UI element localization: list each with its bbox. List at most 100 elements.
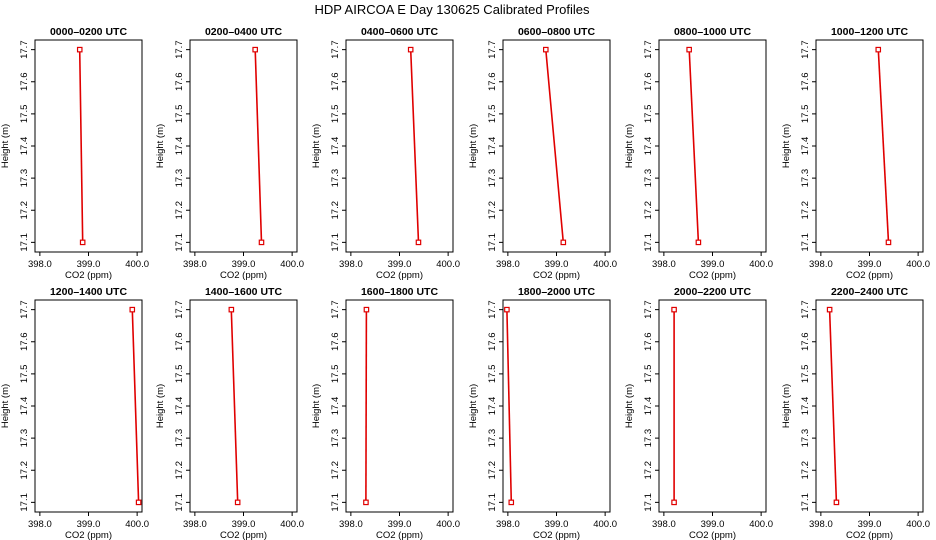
profile-line xyxy=(78,49,84,243)
y-tick-label: 17.3 xyxy=(800,169,811,188)
y-tick-label: 17.4 xyxy=(330,137,341,156)
x-axis-label: CO2 (ppm) xyxy=(376,270,423,281)
x-tick-label: 400.0 xyxy=(906,259,930,270)
y-axis-label: Height (m) xyxy=(0,124,11,168)
panel-title: 1200–1400 UTC xyxy=(50,286,127,298)
y-tick-label: 17.2 xyxy=(487,201,498,220)
y-tick-label: 17.4 xyxy=(330,397,341,416)
y-axis-label: Height (m) xyxy=(468,124,479,168)
y-tick-label: 17.6 xyxy=(800,333,811,352)
y-tick-label: 17.6 xyxy=(487,73,498,92)
y-tick-label: 17.6 xyxy=(800,73,811,92)
y-tick-label: 17.1 xyxy=(19,493,30,512)
y-tick-label: 17.5 xyxy=(174,365,185,384)
plot-frame xyxy=(502,39,611,253)
y-tick-label: 17.3 xyxy=(487,169,498,188)
plot-frame xyxy=(34,299,143,513)
y-tick-label: 17.2 xyxy=(19,201,30,220)
x-axis-label: CO2 (ppm) xyxy=(220,530,267,540)
y-tick-label: 17.4 xyxy=(19,137,30,156)
y-tick-label: 17.2 xyxy=(800,461,811,480)
x-tick-label: 400.0 xyxy=(125,519,149,530)
x-axis-label: CO2 (ppm) xyxy=(533,270,580,281)
profile-point xyxy=(129,306,136,313)
y-tick-label: 17.3 xyxy=(174,169,185,188)
x-axis-label: CO2 (ppm) xyxy=(846,530,893,540)
plot-frame xyxy=(345,39,454,253)
y-axis-label: Height (m) xyxy=(468,384,479,428)
y-tick-label: 17.6 xyxy=(643,333,654,352)
plot-frame xyxy=(189,39,298,253)
profile-point xyxy=(76,46,83,53)
profile-point xyxy=(363,499,369,506)
panel-title: 2200–2400 UTC xyxy=(831,286,908,298)
y-tick-label: 17.1 xyxy=(330,493,341,512)
x-tick-label: 399.0 xyxy=(545,259,569,270)
profile-panel: 1200–1400 UTC 17.1 17.2 17.3 17.4 17.5 17.6 17.… xyxy=(0,286,149,540)
plot-frame xyxy=(34,39,143,253)
y-tick-label: 17.7 xyxy=(487,40,498,59)
y-tick-label: 17.3 xyxy=(643,429,654,448)
y-axis-label: Height (m) xyxy=(155,384,166,428)
x-tick-label: 400.0 xyxy=(436,259,460,270)
y-tick-label: 17.4 xyxy=(643,137,654,156)
profile-panel: 0800–1000 UTC 17.1 17.2 17.3 17.4 17.5 17.6 17.… xyxy=(624,26,773,281)
panel-title: 0000–0200 UTC xyxy=(50,26,127,38)
y-tick-label: 17.4 xyxy=(174,397,185,416)
x-tick-label: 399.0 xyxy=(232,519,256,530)
x-tick-label: 399.0 xyxy=(858,259,882,270)
panel-title: 1400–1600 UTC xyxy=(205,286,282,298)
x-tick-label: 400.0 xyxy=(593,259,617,270)
profile-point xyxy=(252,46,258,53)
x-tick-label: 399.0 xyxy=(77,259,101,270)
profile-panel: 1800–2000 UTC 17.1 17.2 17.3 17.4 17.5 17.6 17.… xyxy=(468,286,617,540)
y-tick-label: 17.5 xyxy=(19,105,30,124)
y-tick-label: 17.6 xyxy=(330,333,341,352)
y-tick-label: 17.3 xyxy=(800,429,811,448)
y-tick-label: 17.3 xyxy=(330,169,341,188)
profile-point xyxy=(258,239,265,246)
y-tick-label: 17.2 xyxy=(330,201,341,220)
profile-point xyxy=(695,239,702,246)
x-axis-label: CO2 (ppm) xyxy=(533,530,580,540)
y-axis-label: Height (m) xyxy=(781,384,792,428)
x-axis-label: CO2 (ppm) xyxy=(65,530,112,540)
panel-title: 1000–1200 UTC xyxy=(831,26,908,38)
x-axis-label: CO2 (ppm) xyxy=(846,270,893,281)
profile-line xyxy=(365,309,368,503)
x-axis-label: CO2 (ppm) xyxy=(689,530,736,540)
y-tick-label: 17.4 xyxy=(487,137,498,156)
x-tick-label: 400.0 xyxy=(125,259,149,270)
x-tick-label: 398.0 xyxy=(183,519,207,530)
y-tick-label: 17.6 xyxy=(174,73,185,92)
profile-panel: 0000–0200 UTC 17.1 17.2 17.3 17.4 17.5 17.6 17.… xyxy=(0,26,149,281)
x-tick-label: 400.0 xyxy=(280,259,304,270)
y-tick-label: 17.1 xyxy=(330,233,341,252)
panel-title: 0400–0600 UTC xyxy=(361,26,438,38)
profile-point xyxy=(686,46,692,53)
y-tick-label: 17.5 xyxy=(330,105,341,124)
y-tick-label: 17.5 xyxy=(330,365,341,384)
y-tick-label: 17.7 xyxy=(487,300,498,319)
profile-line xyxy=(506,309,513,503)
y-tick-label: 17.2 xyxy=(643,201,654,220)
profile-point xyxy=(671,306,677,313)
y-tick-label: 17.7 xyxy=(330,40,341,59)
x-tick-label: 399.0 xyxy=(388,519,412,530)
y-tick-label: 17.2 xyxy=(174,461,185,480)
y-axis-label: Height (m) xyxy=(155,124,166,168)
y-tick-label: 17.7 xyxy=(800,300,811,319)
profile-line xyxy=(409,49,420,243)
profile-panel: 1600–1800 UTC 17.1 17.2 17.3 17.4 17.5 17.6 17.… xyxy=(311,286,460,540)
y-tick-label: 17.1 xyxy=(643,233,654,252)
y-tick-label: 17.1 xyxy=(19,233,30,252)
profile-point xyxy=(560,239,567,246)
profile-panel: 0600–0800 UTC 17.1 17.2 17.3 17.4 17.5 17.6 17.… xyxy=(468,26,617,281)
plot-frame xyxy=(502,299,611,513)
y-tick-label: 17.3 xyxy=(487,429,498,448)
panel-title: 1600–1800 UTC xyxy=(361,286,438,298)
y-tick-label: 17.4 xyxy=(800,397,811,416)
y-tick-label: 17.7 xyxy=(643,40,654,59)
x-tick-label: 399.0 xyxy=(545,519,569,530)
y-tick-label: 17.2 xyxy=(487,461,498,480)
